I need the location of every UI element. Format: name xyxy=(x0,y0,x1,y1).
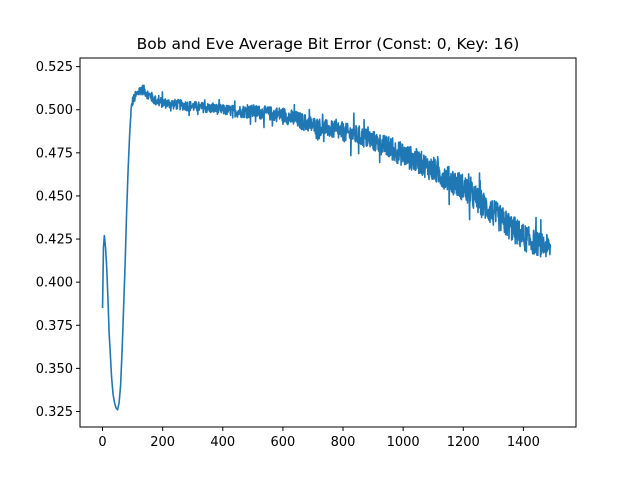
y-tick-label: 0.350 xyxy=(36,362,73,377)
y-tick-label: 0.400 xyxy=(36,276,73,291)
x-axis: 0 200 400 600 800 1000 1200 1400 xyxy=(98,427,540,450)
y-tick-label: 0.475 xyxy=(36,146,73,161)
y-tick-label: 0.325 xyxy=(36,405,73,420)
y-tick-label: 0.375 xyxy=(36,319,73,334)
series-line-0 xyxy=(101,84,552,411)
y-tick-label: 0.425 xyxy=(36,233,73,248)
x-tick-label: 0 xyxy=(98,435,106,450)
y-tick-label: 0.450 xyxy=(36,189,73,204)
x-tick-label: 800 xyxy=(331,435,356,450)
x-tick-label: 1000 xyxy=(387,435,420,450)
chart-title: Bob and Eve Average Bit Error (Const: 0,… xyxy=(137,35,520,53)
y-axis: 0.325 0.350 0.375 0.400 0.425 0.450 0.475 0.500… xyxy=(36,60,80,420)
data-layer xyxy=(101,84,552,411)
x-tick-label: 600 xyxy=(270,435,295,450)
y-tick-label: 0.500 xyxy=(36,103,73,118)
x-tick-label: 1200 xyxy=(447,435,480,450)
y-tick-label: 0.525 xyxy=(36,60,73,75)
x-tick-label: 1400 xyxy=(507,435,540,450)
x-tick-label: 200 xyxy=(150,435,175,450)
x-tick-label: 400 xyxy=(210,435,235,450)
plot-frame xyxy=(79,57,577,428)
